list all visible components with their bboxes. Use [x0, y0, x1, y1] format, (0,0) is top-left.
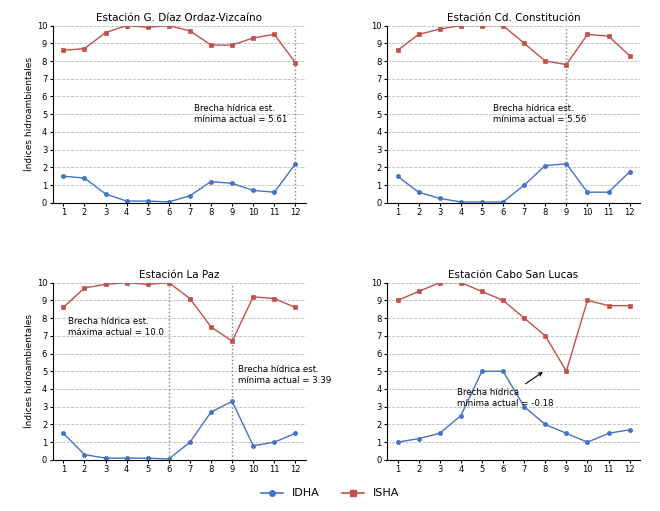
Text: Brecha hídrica est.
mínima actual = 3.39: Brecha hídrica est. mínima actual = 3.39	[238, 365, 332, 384]
Text: Brecha hídrica
mínima actual = -0.18: Brecha hídrica mínima actual = -0.18	[457, 373, 553, 408]
Text: Brecha hídrica est.
mínima actual = 5.61: Brecha hídrica est. mínima actual = 5.61	[194, 104, 288, 124]
Title: Estación La Paz: Estación La Paz	[139, 270, 220, 281]
Title: Estación G. Díaz Ordaz-Vizcaíno: Estación G. Díaz Ordaz-Vizcaíno	[96, 13, 263, 24]
Title: Estación Cd. Constitución: Estación Cd. Constitución	[447, 13, 580, 24]
Text: Brecha hídrica est.
máxima actual = 10.0: Brecha hídrica est. máxima actual = 10.0	[67, 317, 164, 337]
Y-axis label: Índices hidroambientales: Índices hidroambientales	[25, 314, 34, 428]
Y-axis label: Índices hidroambientales: Índices hidroambientales	[25, 57, 34, 171]
Title: Estación Cabo San Lucas: Estación Cabo San Lucas	[449, 270, 579, 281]
Text: Brecha hídrica est.
mínima actual = 5.56: Brecha hídrica est. mínima actual = 5.56	[492, 104, 586, 124]
Legend: IDHA, ISHA: IDHA, ISHA	[256, 484, 404, 503]
